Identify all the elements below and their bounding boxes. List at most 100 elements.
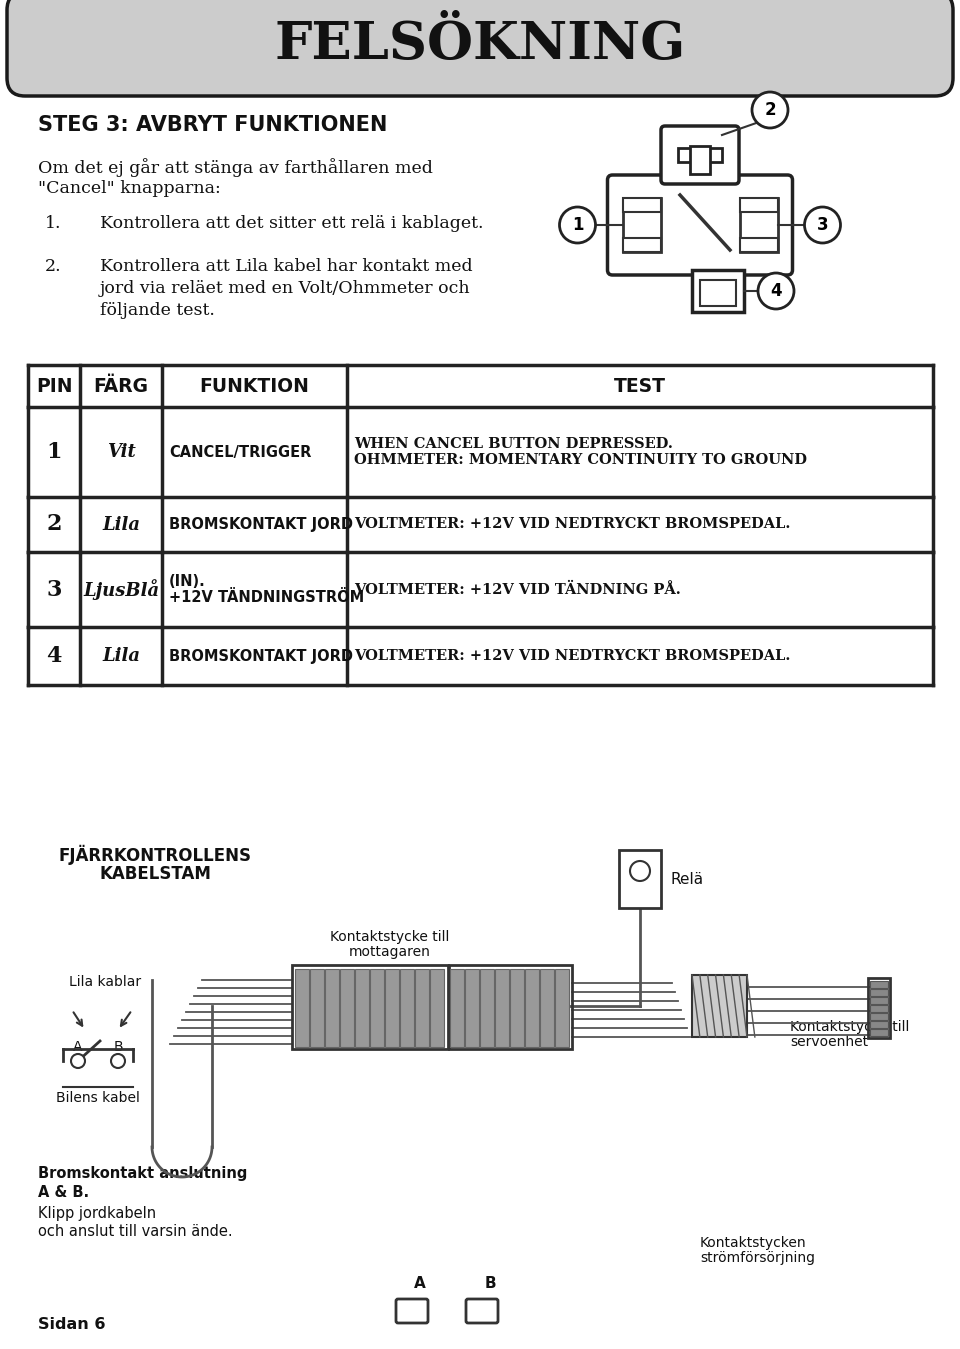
Bar bbox=[870, 981, 888, 987]
Text: BROMSKONTAKT JORD: BROMSKONTAKT JORD bbox=[169, 517, 353, 532]
Text: VOLTMETER: +12V VID TÄNDNING PÅ.: VOLTMETER: +12V VID TÄNDNING PÅ. bbox=[354, 583, 681, 596]
Text: Kontaktstycken: Kontaktstycken bbox=[700, 1236, 806, 1251]
Circle shape bbox=[630, 861, 650, 881]
Bar bbox=[400, 969, 414, 1047]
Bar bbox=[622, 198, 660, 252]
Text: Sidan 6: Sidan 6 bbox=[38, 1317, 106, 1331]
Text: 2: 2 bbox=[46, 514, 61, 536]
Text: 1: 1 bbox=[572, 216, 584, 233]
Bar bbox=[525, 969, 539, 1047]
Bar bbox=[870, 997, 888, 1004]
Bar bbox=[870, 1005, 888, 1012]
Bar bbox=[622, 237, 660, 252]
Bar bbox=[449, 965, 572, 1050]
Text: Kontrollera att Lila kabel har kontakt med: Kontrollera att Lila kabel har kontakt m… bbox=[100, 258, 472, 275]
Text: FUNKTION: FUNKTION bbox=[200, 376, 309, 395]
Bar bbox=[450, 969, 464, 1047]
Text: Kontrollera att det sitter ett relä i kablaget.: Kontrollera att det sitter ett relä i ka… bbox=[100, 214, 484, 232]
Bar bbox=[692, 975, 747, 1037]
Text: FÄRG: FÄRG bbox=[93, 376, 149, 395]
Bar bbox=[340, 969, 354, 1047]
Text: Bromskontakt anslutning: Bromskontakt anslutning bbox=[38, 1166, 248, 1180]
Bar bbox=[692, 270, 744, 312]
Text: BROMSKONTAKT JORD: BROMSKONTAKT JORD bbox=[169, 649, 353, 664]
Bar bbox=[739, 237, 778, 252]
Text: PIN: PIN bbox=[36, 376, 72, 395]
Text: följande test.: följande test. bbox=[100, 302, 215, 318]
Text: 2.: 2. bbox=[45, 258, 61, 275]
Text: Relä: Relä bbox=[670, 871, 703, 886]
Bar bbox=[619, 850, 661, 908]
FancyBboxPatch shape bbox=[466, 1299, 498, 1323]
Text: A & B.: A & B. bbox=[38, 1184, 89, 1201]
Bar bbox=[495, 969, 509, 1047]
Text: 3: 3 bbox=[817, 216, 828, 233]
Text: B: B bbox=[113, 1040, 123, 1054]
Bar bbox=[870, 1013, 888, 1020]
Text: A: A bbox=[414, 1276, 426, 1291]
Circle shape bbox=[804, 206, 841, 243]
Circle shape bbox=[111, 1054, 125, 1068]
Text: mottagaren: mottagaren bbox=[349, 946, 431, 959]
Text: 2: 2 bbox=[764, 101, 776, 119]
Text: Lila kablar: Lila kablar bbox=[69, 975, 141, 989]
Text: 3: 3 bbox=[46, 579, 61, 600]
Text: FJÄRRKONTROLLENS: FJÄRRKONTROLLENS bbox=[59, 844, 252, 865]
Bar bbox=[370, 969, 384, 1047]
Bar bbox=[510, 969, 524, 1047]
Text: B: B bbox=[484, 1276, 495, 1291]
Text: "Cancel" knapparna:: "Cancel" knapparna: bbox=[38, 179, 221, 197]
Bar bbox=[325, 969, 339, 1047]
Text: jord via reläet med en Volt/Ohmmeter och: jord via reläet med en Volt/Ohmmeter och bbox=[100, 281, 470, 297]
Bar bbox=[678, 148, 722, 162]
Text: och anslut till varsin ände.: och anslut till varsin ände. bbox=[38, 1224, 232, 1238]
Text: A: A bbox=[73, 1040, 83, 1054]
Text: KABELSTAM: KABELSTAM bbox=[99, 865, 211, 884]
Circle shape bbox=[752, 92, 788, 128]
Bar bbox=[310, 969, 324, 1047]
Bar bbox=[739, 198, 778, 212]
Text: STEG 3: AVBRYT FUNKTIONEN: STEG 3: AVBRYT FUNKTIONEN bbox=[38, 115, 388, 135]
Text: Lila: Lila bbox=[102, 648, 140, 665]
Circle shape bbox=[71, 1054, 85, 1068]
Text: FELSÖKNING: FELSÖKNING bbox=[275, 19, 685, 70]
Text: VOLTMETER: +12V VID NEDTRYCKT BROMSPEDAL.: VOLTMETER: +12V VID NEDTRYCKT BROMSPEDAL… bbox=[354, 518, 790, 532]
Bar bbox=[292, 965, 448, 1050]
Text: VOLTMETER: +12V VID NEDTRYCKT BROMSPEDAL.: VOLTMETER: +12V VID NEDTRYCKT BROMSPEDAL… bbox=[354, 649, 790, 662]
Bar bbox=[555, 969, 569, 1047]
Text: LjusBlå: LjusBlå bbox=[83, 579, 159, 600]
Text: +12V TÄNDNINGSTRÖM: +12V TÄNDNINGSTRÖM bbox=[169, 591, 364, 606]
Bar bbox=[870, 989, 888, 996]
Bar bbox=[870, 1021, 888, 1028]
Text: Om det ej går att stänga av farthållaren med: Om det ej går att stänga av farthållaren… bbox=[38, 158, 433, 177]
Bar bbox=[465, 969, 479, 1047]
Bar bbox=[480, 969, 494, 1047]
Text: Vit: Vit bbox=[107, 442, 135, 461]
Text: Lila: Lila bbox=[102, 515, 140, 533]
Bar bbox=[385, 969, 399, 1047]
Text: Kontaktstycke till: Kontaktstycke till bbox=[790, 1020, 909, 1033]
Text: TEST: TEST bbox=[614, 376, 666, 395]
Bar bbox=[355, 969, 369, 1047]
Text: OHMMETER: MOMENTARY CONTINUITY TO GROUND: OHMMETER: MOMENTARY CONTINUITY TO GROUND bbox=[354, 453, 807, 468]
Circle shape bbox=[560, 206, 595, 243]
FancyBboxPatch shape bbox=[661, 125, 739, 183]
Text: Bilens kabel: Bilens kabel bbox=[56, 1091, 140, 1105]
Bar bbox=[415, 969, 429, 1047]
FancyBboxPatch shape bbox=[396, 1299, 428, 1323]
Text: Kontaktstycke till: Kontaktstycke till bbox=[330, 929, 449, 944]
Text: 4: 4 bbox=[46, 645, 61, 666]
Bar bbox=[870, 1029, 888, 1036]
Text: WHEN CANCEL BUTTON DEPRESSED.: WHEN CANCEL BUTTON DEPRESSED. bbox=[354, 437, 673, 451]
Text: strömförsörjning: strömförsörjning bbox=[700, 1251, 815, 1265]
Text: 1.: 1. bbox=[45, 214, 61, 232]
Bar bbox=[430, 969, 444, 1047]
Bar bbox=[868, 978, 890, 1037]
Bar bbox=[622, 198, 660, 212]
Bar bbox=[540, 969, 554, 1047]
Text: servoenhet: servoenhet bbox=[790, 1035, 868, 1050]
Bar bbox=[295, 969, 309, 1047]
Text: Klipp jordkabeln: Klipp jordkabeln bbox=[38, 1206, 156, 1221]
Text: (IN).: (IN). bbox=[169, 573, 205, 588]
FancyBboxPatch shape bbox=[7, 0, 953, 96]
